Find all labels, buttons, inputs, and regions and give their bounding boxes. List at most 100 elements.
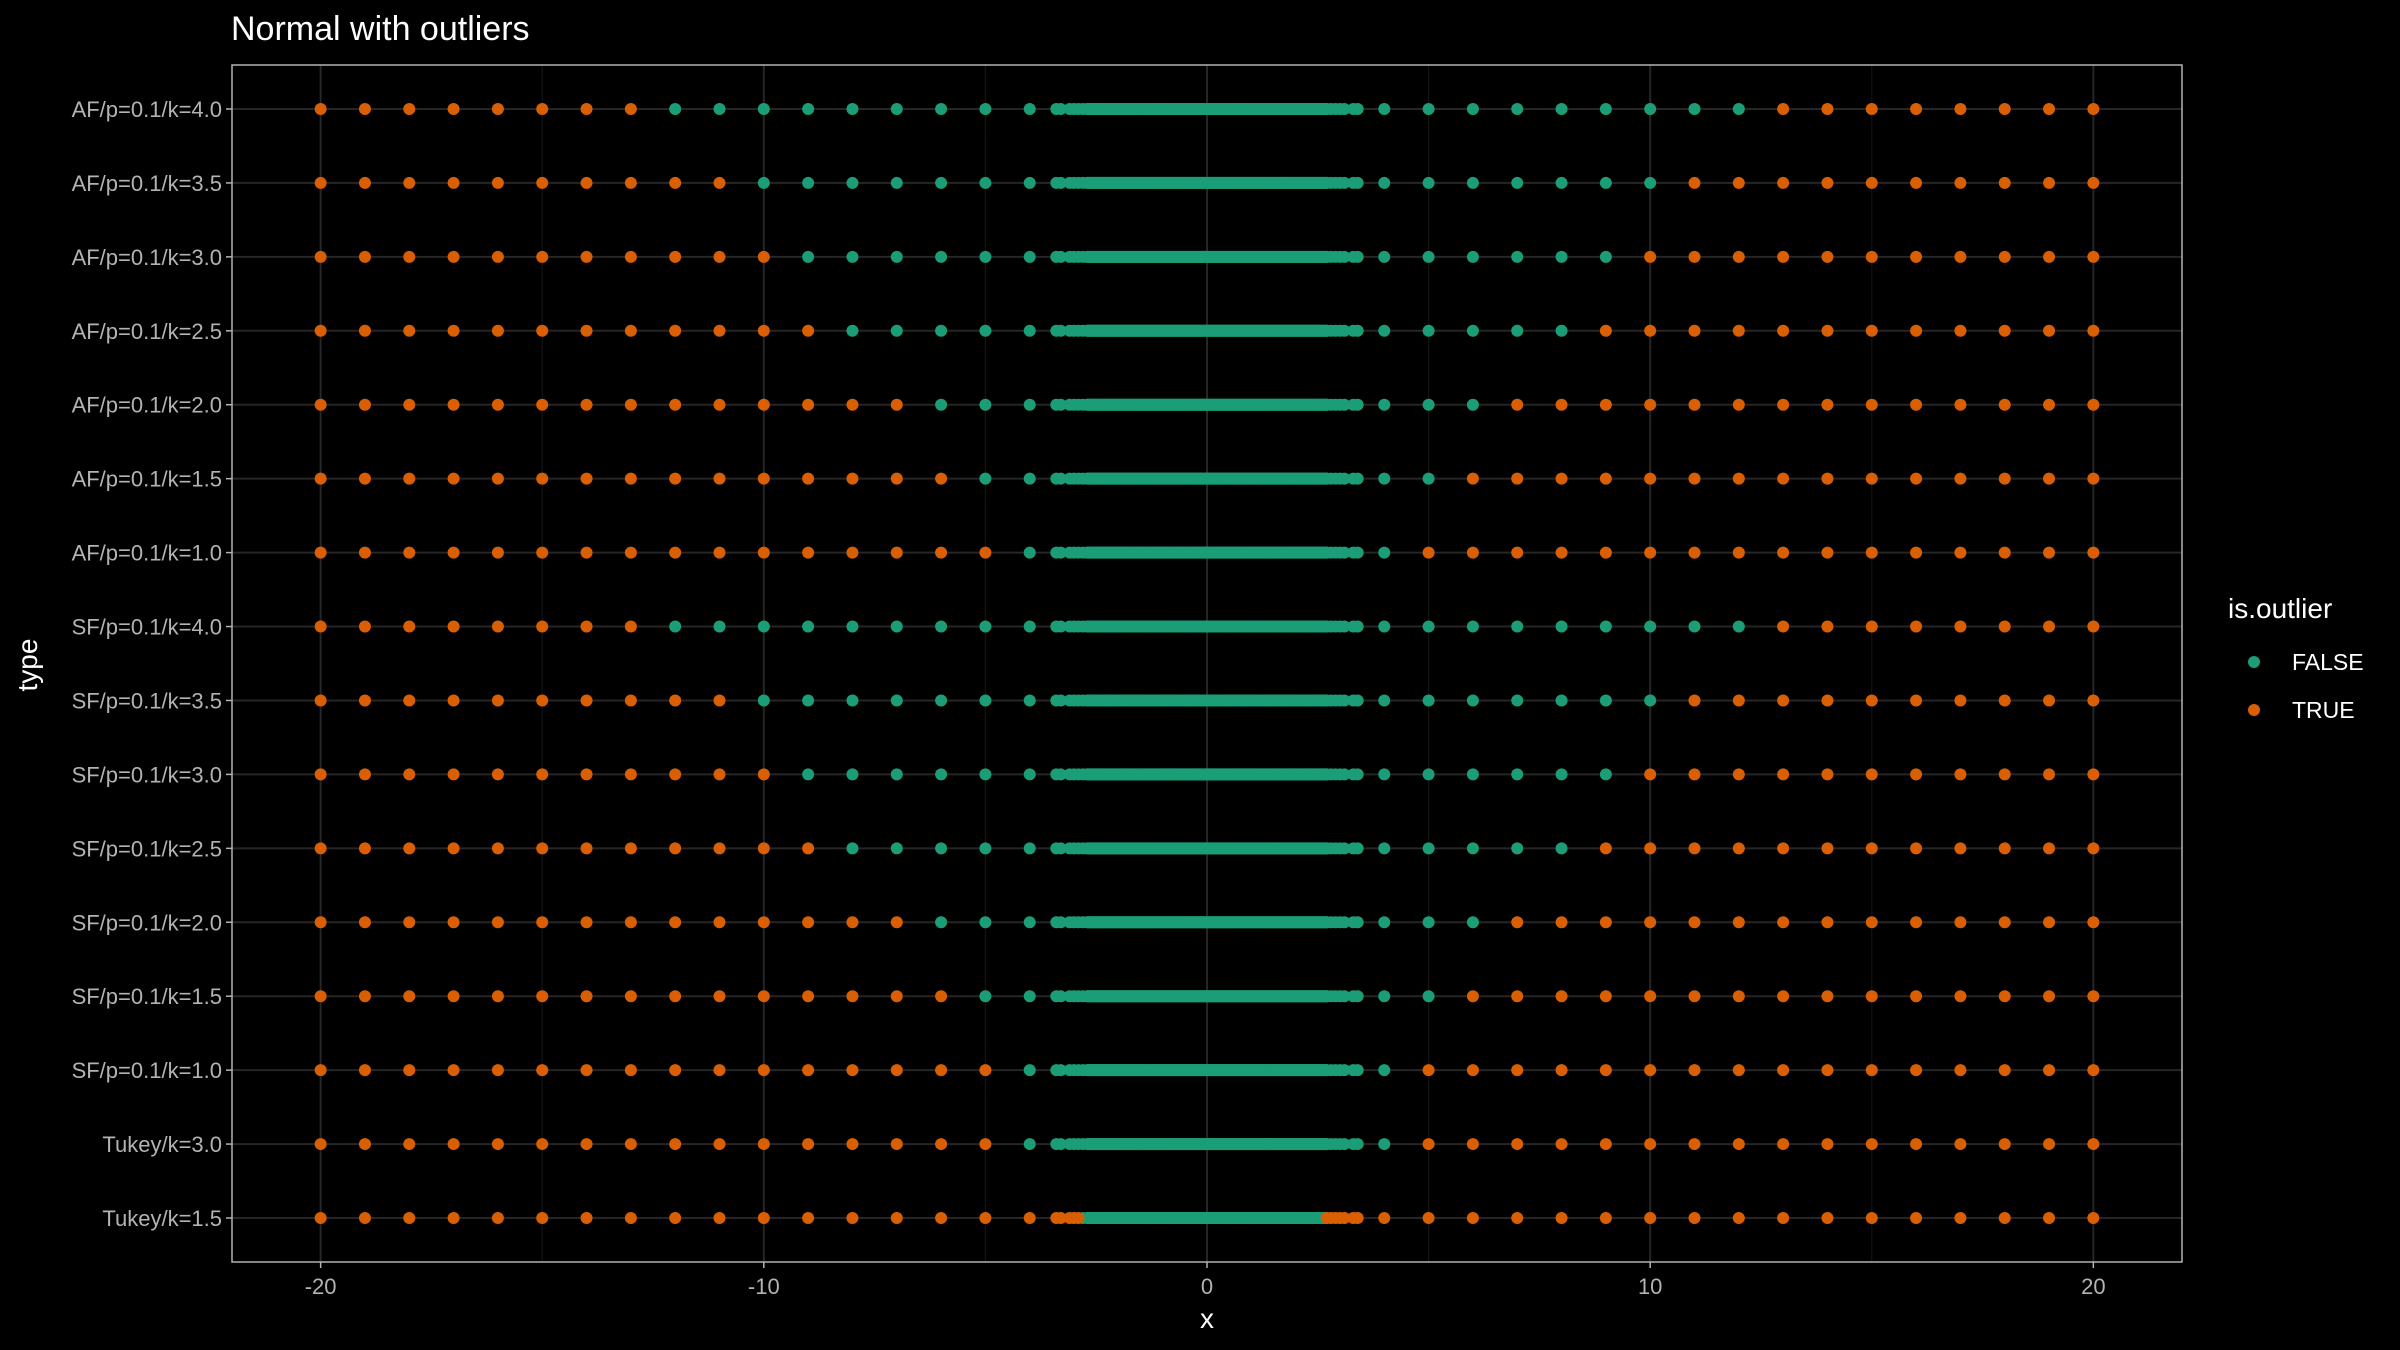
data-point	[979, 1138, 992, 1151]
data-point	[1320, 1064, 1333, 1077]
data-point	[757, 694, 770, 707]
data-point	[1998, 176, 2011, 189]
data-point	[2043, 1212, 2056, 1224]
data-point	[1732, 842, 1745, 855]
data-point	[1422, 1212, 1435, 1224]
data-point	[1821, 398, 1834, 411]
data-point	[1732, 546, 1745, 559]
data-point	[358, 1138, 371, 1151]
data-point	[1599, 694, 1612, 707]
data-point	[1422, 1064, 1435, 1077]
data-point	[1910, 1138, 1923, 1151]
data-point	[1555, 546, 1568, 559]
data-point	[1320, 694, 1333, 707]
data-point	[624, 842, 637, 855]
data-point	[1777, 620, 1790, 633]
data-point	[1378, 1064, 1391, 1077]
data-point	[1688, 916, 1701, 929]
data-point	[447, 250, 460, 263]
data-point	[2043, 546, 2056, 559]
data-point	[757, 620, 770, 633]
data-point	[1338, 694, 1351, 707]
data-point	[935, 990, 948, 1003]
data-point	[890, 250, 903, 263]
data-point	[802, 472, 815, 485]
data-point	[1777, 842, 1790, 855]
data-point	[713, 398, 726, 411]
data-point	[624, 176, 637, 189]
data-point	[403, 546, 416, 559]
data-point	[669, 620, 682, 633]
data-point	[1644, 250, 1657, 263]
data-point	[1320, 916, 1333, 929]
data-point	[2087, 398, 2100, 411]
data-point	[1954, 768, 1967, 781]
data-point	[979, 620, 992, 633]
data-point	[1777, 324, 1790, 337]
data-point	[1466, 1064, 1479, 1077]
data-point	[890, 103, 903, 115]
data-point	[1644, 1212, 1657, 1224]
data-point	[624, 916, 637, 929]
data-point	[1910, 990, 1923, 1003]
data-point	[314, 916, 327, 929]
data-point	[580, 1064, 593, 1077]
data-point	[1023, 768, 1036, 781]
data-point	[802, 990, 815, 1003]
data-point	[1910, 176, 1923, 189]
data-point	[1054, 176, 1067, 189]
data-point	[669, 176, 682, 189]
data-point	[2043, 842, 2056, 855]
data-point	[846, 1064, 859, 1077]
data-point	[314, 546, 327, 559]
data-point	[846, 768, 859, 781]
data-point	[447, 398, 460, 411]
data-point	[536, 620, 549, 633]
data-point	[890, 990, 903, 1003]
data-point	[1954, 398, 1967, 411]
data-point	[669, 1064, 682, 1077]
data-point	[1954, 620, 1967, 633]
data-point	[1466, 768, 1479, 781]
data-point	[1351, 546, 1364, 559]
data-point	[935, 1138, 948, 1151]
data-point	[1351, 250, 1364, 263]
data-point	[1777, 1212, 1790, 1224]
data-point	[1422, 250, 1435, 263]
data-point	[358, 990, 371, 1003]
data-point	[1054, 768, 1067, 781]
data-point	[1023, 250, 1036, 263]
data-point	[1777, 250, 1790, 263]
data-point	[757, 472, 770, 485]
data-point	[1351, 842, 1364, 855]
data-point	[1954, 324, 1967, 337]
data-point	[1338, 472, 1351, 485]
data-point	[935, 176, 948, 189]
data-point	[536, 1064, 549, 1077]
data-point	[1644, 324, 1657, 337]
data-point	[624, 694, 637, 707]
data-point	[1998, 324, 2011, 337]
data-point	[1351, 103, 1364, 115]
data-point	[1599, 250, 1612, 263]
data-point	[1555, 176, 1568, 189]
data-point	[491, 1064, 504, 1077]
data-point	[1422, 546, 1435, 559]
data-point	[1338, 103, 1351, 115]
data-point	[1338, 250, 1351, 263]
data-point	[491, 324, 504, 337]
data-point	[1023, 694, 1036, 707]
data-point	[1511, 1212, 1524, 1224]
data-point	[1511, 1064, 1524, 1077]
data-point	[757, 990, 770, 1003]
data-point	[447, 768, 460, 781]
data-point	[669, 990, 682, 1003]
data-point	[491, 1138, 504, 1151]
data-point	[491, 842, 504, 855]
data-point	[1555, 842, 1568, 855]
data-point	[935, 842, 948, 855]
data-point	[890, 620, 903, 633]
data-point	[1338, 842, 1351, 855]
data-point	[1023, 176, 1036, 189]
data-point	[1555, 398, 1568, 411]
